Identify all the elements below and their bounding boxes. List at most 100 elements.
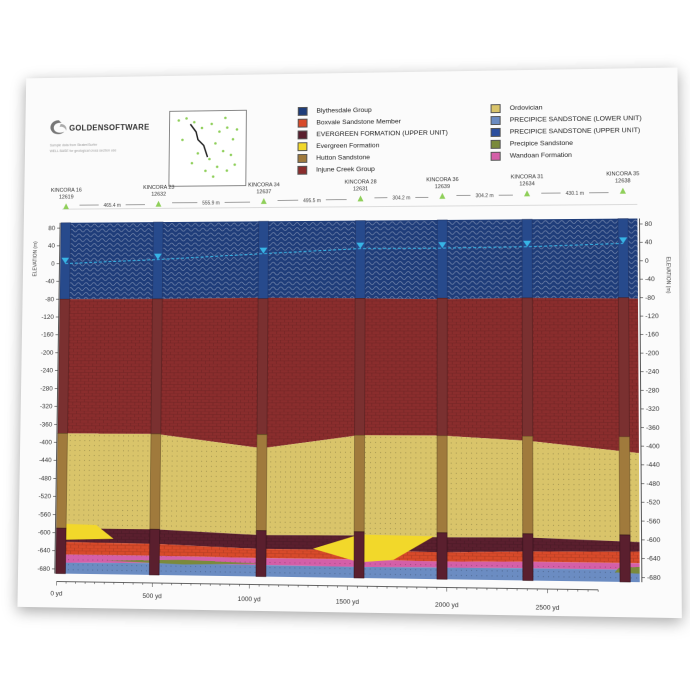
y-tick-label: 80 [48, 225, 55, 232]
wellbore-mid [151, 299, 162, 434]
wellbore-base [149, 529, 159, 575]
y-tick-label: -560 [647, 518, 661, 526]
y-tick-label: -400 [646, 443, 660, 450]
y-tick-label: -640 [647, 556, 661, 564]
wellbore-mid [58, 299, 70, 433]
y-tick-label: -80 [645, 294, 655, 301]
well-name: KINCORA 16 [51, 188, 82, 194]
distance-label: 495.5 m [303, 198, 321, 204]
y-tick-label: -240 [40, 368, 53, 375]
well-name: KINCORA 34 [248, 182, 280, 188]
wellbore-base [56, 528, 66, 574]
wellbore-base [437, 533, 447, 580]
y-tick-label: -280 [646, 387, 660, 394]
y-tick-label: -160 [645, 331, 659, 338]
y-tick-label: -40 [645, 276, 655, 283]
wellbore-mid [257, 299, 268, 435]
well-marker-icon [439, 193, 445, 199]
cross-section-chart: 80 80 40 40 0 0 -40 -40 -80 -80 -120 -120 -160 -160 -2… [17, 68, 681, 619]
y-tick-label: -200 [41, 350, 54, 357]
well-id: 12634 [519, 181, 534, 187]
wellbore-mid [355, 298, 366, 435]
layer-injune-creek-group-pattern [59, 297, 639, 453]
y-tick-label: 40 [48, 243, 55, 250]
y-axis-right [639, 218, 641, 582]
y-tick-label: -120 [645, 313, 659, 320]
wellbore-top [355, 221, 365, 299]
cross-section-sheet: GOLDENSOFTWARE Sample data from Strater/… [17, 68, 681, 619]
y-tick-label: -600 [647, 537, 661, 545]
y-tick-label: 40 [645, 239, 653, 246]
wellbore-low [522, 436, 532, 534]
y-tick-label: -320 [646, 406, 660, 413]
wellbore-low [56, 433, 67, 528]
distance-label: 555.9 m [202, 200, 220, 206]
distance-label: 304.2 m [392, 196, 410, 202]
well-marker-icon [620, 188, 626, 194]
well-id: 12639 [435, 184, 450, 190]
y-tick-label: -560 [38, 511, 51, 518]
well-name: KINCORA 23 [143, 185, 174, 191]
well-name: KINCORA 28 [345, 179, 377, 185]
y-axis-title-right: ELEVATION (m) [664, 257, 671, 294]
x-tick-label: 2000 yd [435, 601, 459, 609]
wellbore-base [620, 535, 631, 582]
well-id: 12619 [59, 194, 74, 200]
y-tick-label: -400 [39, 439, 52, 446]
x-tick-label: 1500 yd [336, 599, 360, 607]
well-marker-icon [261, 198, 267, 204]
wellbore-low [256, 435, 267, 531]
distance-label: 304.2 m [475, 193, 493, 199]
well-name: KINCORA 31 [511, 174, 544, 180]
distance-label: 430.1 m [566, 191, 584, 197]
x-tick-label: 0 yd [50, 590, 62, 597]
wellbore-low [354, 435, 364, 532]
well-id: 12631 [353, 186, 368, 192]
y-tick-label: -520 [38, 493, 51, 500]
well-id: 12637 [256, 189, 271, 195]
y-axis-title-left: ELEVATION (m) [32, 241, 38, 277]
y-tick-label: -120 [41, 314, 54, 321]
well-header-baseline [62, 204, 637, 209]
wellbore-low [437, 436, 447, 533]
y-tick-label: -360 [40, 421, 53, 428]
well-name: KINCORA 36 [426, 177, 458, 183]
y-tick-label: -600 [38, 529, 51, 536]
x-tick-label: 1000 yd [238, 596, 261, 604]
y-tick-label: -320 [40, 403, 53, 410]
well-id: 12632 [151, 192, 166, 198]
wellbore-top [437, 220, 447, 298]
y-tick-label: -680 [37, 566, 50, 573]
wellbore-top [618, 219, 629, 298]
wellbore-top [258, 221, 268, 298]
wellbore-top [153, 222, 164, 299]
wellbore-mid [618, 298, 629, 437]
y-tick-label: -40 [45, 278, 55, 285]
wellbore-base [523, 534, 533, 581]
layer-ordovician-pattern [57, 433, 639, 542]
y-tick-label: -280 [40, 385, 53, 392]
y-tick-label: -360 [646, 424, 660, 431]
well-marker-icon [358, 195, 364, 201]
y-tick-label: -480 [646, 480, 660, 487]
y-tick-label: -200 [646, 350, 660, 357]
wellbore-base [354, 532, 364, 578]
well-marker-icon [63, 203, 69, 209]
x-tick-label: 500 yd [143, 593, 163, 600]
y-tick-label: -480 [39, 475, 52, 482]
y-tick-label: -520 [647, 499, 661, 506]
distance-label: 465.4 m [103, 203, 120, 209]
well-name: KINCORA 35 [606, 171, 639, 177]
y-tick-label: -80 [45, 296, 55, 303]
wellbore-low [150, 434, 161, 529]
y-tick-label: -160 [41, 332, 54, 339]
y-tick-label: -440 [39, 457, 52, 464]
y-tick-label: -240 [646, 369, 660, 376]
layer-blythesdale-group-pattern [61, 219, 638, 301]
wellbore-base [256, 531, 266, 577]
x-tick-label: 2500 yd [536, 604, 560, 612]
y-tick-label: 0 [51, 261, 55, 268]
well-marker-icon [524, 190, 530, 196]
y-tick-label: -440 [646, 462, 660, 469]
well-marker-icon [156, 201, 162, 207]
